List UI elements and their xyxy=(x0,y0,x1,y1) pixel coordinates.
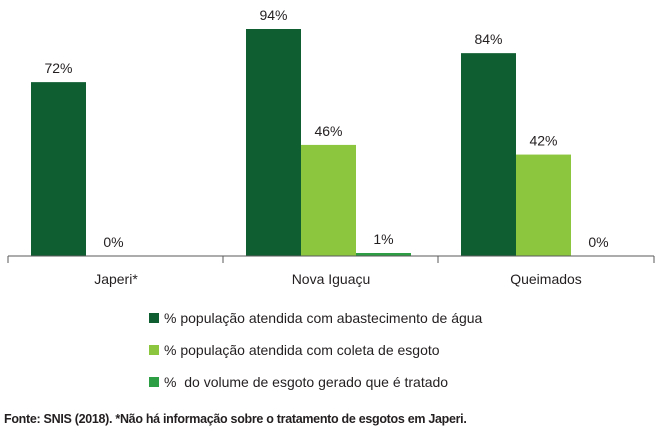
data-label-nova-iguacu-series-3: 1% xyxy=(373,231,393,247)
legend-label-3: % do volume de esgoto gerado que é trata… xyxy=(164,374,448,390)
chart-legend: % população atendida com abastecimento d… xyxy=(149,310,483,390)
legend-label-2: % população atendida com coleta de esgot… xyxy=(164,342,440,358)
x-tick-label-japeri: Japeri* xyxy=(94,271,138,287)
data-label-queimados-series-3: 0% xyxy=(588,234,608,250)
x-axis: Japeri* Nova Iguaçu Queimados xyxy=(7,255,655,287)
chart-bars: 72% 0% 94% 46% 1% 84% 42% 0% xyxy=(31,7,609,257)
legend-swatch-1 xyxy=(149,313,159,323)
bar-nova-iguacu-series-1 xyxy=(246,29,301,256)
x-tick-label-queimados: Queimados xyxy=(510,271,582,287)
source-note: Fonte: SNIS (2018). *Não há informação s… xyxy=(4,412,467,426)
bar-nova-iguacu-series-2 xyxy=(301,144,356,256)
data-label-queimados-series-2: 42% xyxy=(529,133,557,149)
legend-swatch-3 xyxy=(149,377,159,387)
data-label-nova-iguacu-series-1: 94% xyxy=(259,7,287,23)
bar-nova-iguacu-series-3 xyxy=(356,253,411,256)
legend-swatch-2 xyxy=(149,345,159,355)
bar-queimados-series-1 xyxy=(461,53,516,256)
legend-label-1: % população atendida com abastecimento d… xyxy=(164,310,483,326)
data-label-nova-iguacu-series-2: 46% xyxy=(314,123,342,139)
bar-japeri-series-1 xyxy=(31,82,86,257)
data-label-japeri-series-1: 72% xyxy=(44,60,72,76)
bar-queimados-series-2 xyxy=(516,154,571,256)
data-label-queimados-series-1: 84% xyxy=(474,31,502,47)
x-tick-label-nova-iguacu: Nova Iguaçu xyxy=(292,271,371,287)
data-label-japeri-series-2: 0% xyxy=(103,234,123,250)
